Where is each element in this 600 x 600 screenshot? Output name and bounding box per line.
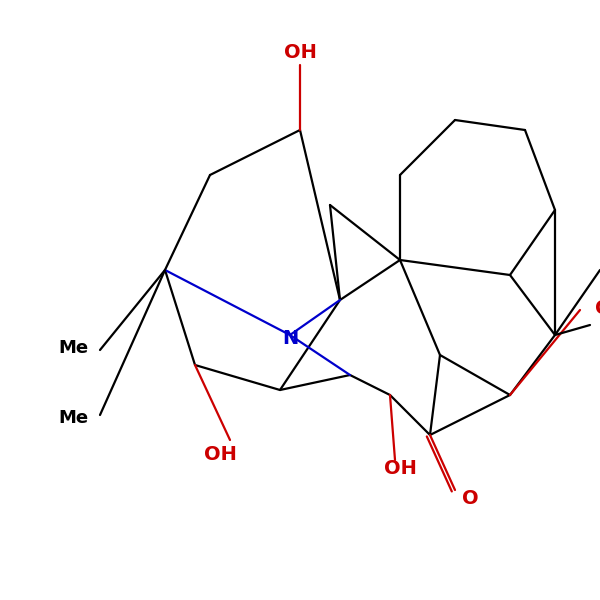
Text: OH: OH	[284, 43, 316, 61]
Text: Me: Me	[58, 409, 88, 427]
Text: Me: Me	[58, 339, 88, 357]
Text: OH: OH	[383, 458, 416, 478]
Text: OH: OH	[595, 298, 600, 317]
Text: OH: OH	[203, 445, 236, 464]
Text: O: O	[462, 488, 479, 508]
Text: N: N	[282, 329, 298, 347]
